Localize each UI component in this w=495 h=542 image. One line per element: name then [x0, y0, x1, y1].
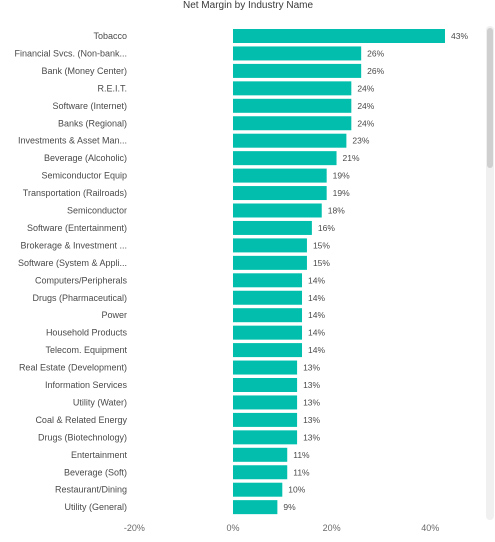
x-tick-label: 20% [323, 523, 341, 533]
bar[interactable] [233, 447, 288, 462]
scrollbar-thumb[interactable] [487, 28, 493, 168]
bar[interactable] [233, 360, 298, 375]
category-label: Drugs (Pharmaceutical) [32, 293, 127, 303]
bar[interactable] [233, 290, 303, 305]
bar[interactable] [233, 343, 303, 358]
data-label: 26% [367, 66, 384, 76]
bar[interactable] [233, 81, 352, 96]
bar[interactable] [233, 325, 303, 340]
category-label: Software (Entertainment) [27, 223, 127, 233]
chart-title: Net Margin by Industry Name [183, 0, 313, 11]
category-label: Software (Internet) [52, 101, 127, 111]
category-label: Real Estate (Development) [19, 363, 127, 373]
category-label: Coal & Related Energy [35, 415, 127, 425]
category-label: Beverage (Alcoholic) [44, 153, 127, 163]
data-label: 24% [357, 118, 374, 128]
bar[interactable] [233, 482, 283, 497]
data-label: 11% [293, 467, 310, 477]
vertical-scrollbar[interactable] [486, 26, 494, 520]
category-label: Telecom. Equipment [45, 345, 127, 355]
data-label: 14% [308, 310, 325, 320]
data-label: 24% [357, 101, 374, 111]
category-label: Semiconductor [67, 206, 127, 216]
data-label: 10% [288, 485, 305, 495]
category-label: Software (System & Appli... [18, 258, 127, 268]
bar[interactable] [233, 46, 362, 61]
bar[interactable] [233, 203, 322, 218]
x-tick-label: 40% [421, 523, 439, 533]
bar[interactable] [233, 412, 298, 427]
category-label: Brokerage & Investment ... [20, 240, 127, 250]
data-label: 13% [303, 380, 320, 390]
bar[interactable] [233, 186, 327, 201]
category-label: Beverage (Soft) [64, 467, 127, 477]
bar[interactable] [233, 430, 298, 445]
category-label: Information Services [45, 380, 128, 390]
category-label: Investments & Asset Man... [18, 136, 127, 146]
data-label: 21% [343, 153, 360, 163]
category-label: Household Products [46, 328, 128, 338]
category-label: Bank (Money Center) [41, 66, 127, 76]
bar[interactable] [233, 98, 352, 113]
data-label: 19% [333, 188, 350, 198]
category-label: Tobacco [93, 31, 127, 41]
bar[interactable] [233, 168, 327, 183]
data-label: 16% [318, 223, 335, 233]
category-label: Utility (Water) [73, 397, 127, 407]
data-label: 15% [313, 240, 330, 250]
x-tick-label: -20% [124, 523, 145, 533]
category-label: Transportation (Railroads) [23, 188, 127, 198]
data-label: 14% [308, 293, 325, 303]
data-label: 13% [303, 363, 320, 373]
category-label: Semiconductor Equip [41, 171, 127, 181]
bar[interactable] [233, 220, 312, 235]
data-label: 26% [367, 48, 384, 58]
bar[interactable] [233, 378, 298, 392]
bar[interactable] [233, 116, 352, 131]
bar[interactable] [233, 63, 362, 78]
data-label: 14% [308, 328, 325, 338]
category-label: Entertainment [71, 450, 128, 460]
bar[interactable] [233, 395, 298, 410]
data-label: 23% [352, 136, 369, 146]
bar[interactable] [233, 500, 278, 515]
bar[interactable] [233, 308, 303, 323]
bar[interactable] [233, 29, 445, 43]
x-axis: -20% 0% 20% 40% [124, 523, 439, 533]
bar[interactable] [233, 238, 307, 253]
category-label: Financial Svcs. (Non-bank... [14, 48, 127, 58]
data-label: 14% [308, 275, 325, 285]
bar[interactable] [233, 465, 288, 480]
data-label: 19% [333, 171, 350, 181]
data-label: 13% [303, 432, 320, 442]
bar[interactable] [233, 151, 337, 166]
category-label: Banks (Regional) [58, 118, 127, 128]
data-label: 24% [357, 83, 374, 93]
bar[interactable] [233, 133, 347, 148]
data-label: 43% [451, 31, 468, 41]
bar[interactable] [233, 273, 303, 288]
data-label: 18% [328, 206, 345, 216]
category-label: Restaurant/Dining [55, 485, 127, 495]
category-label: R.E.I.T. [97, 83, 127, 93]
data-label: 13% [303, 415, 320, 425]
bar[interactable] [233, 255, 307, 270]
data-label: 13% [303, 397, 320, 407]
data-label: 9% [283, 502, 296, 512]
category-label: Utility (General) [64, 502, 127, 512]
data-label: 14% [308, 345, 325, 355]
data-label: 11% [293, 450, 310, 460]
bars-layer: Tobacco 43% Financial Svcs. (Non-bank... 26… [14, 29, 468, 515]
category-label: Drugs (Biotechnology) [38, 432, 127, 442]
x-tick-label: 0% [226, 523, 239, 533]
category-label: Computers/Peripherals [35, 275, 128, 285]
category-label: Power [101, 310, 127, 320]
data-label: 15% [313, 258, 330, 268]
